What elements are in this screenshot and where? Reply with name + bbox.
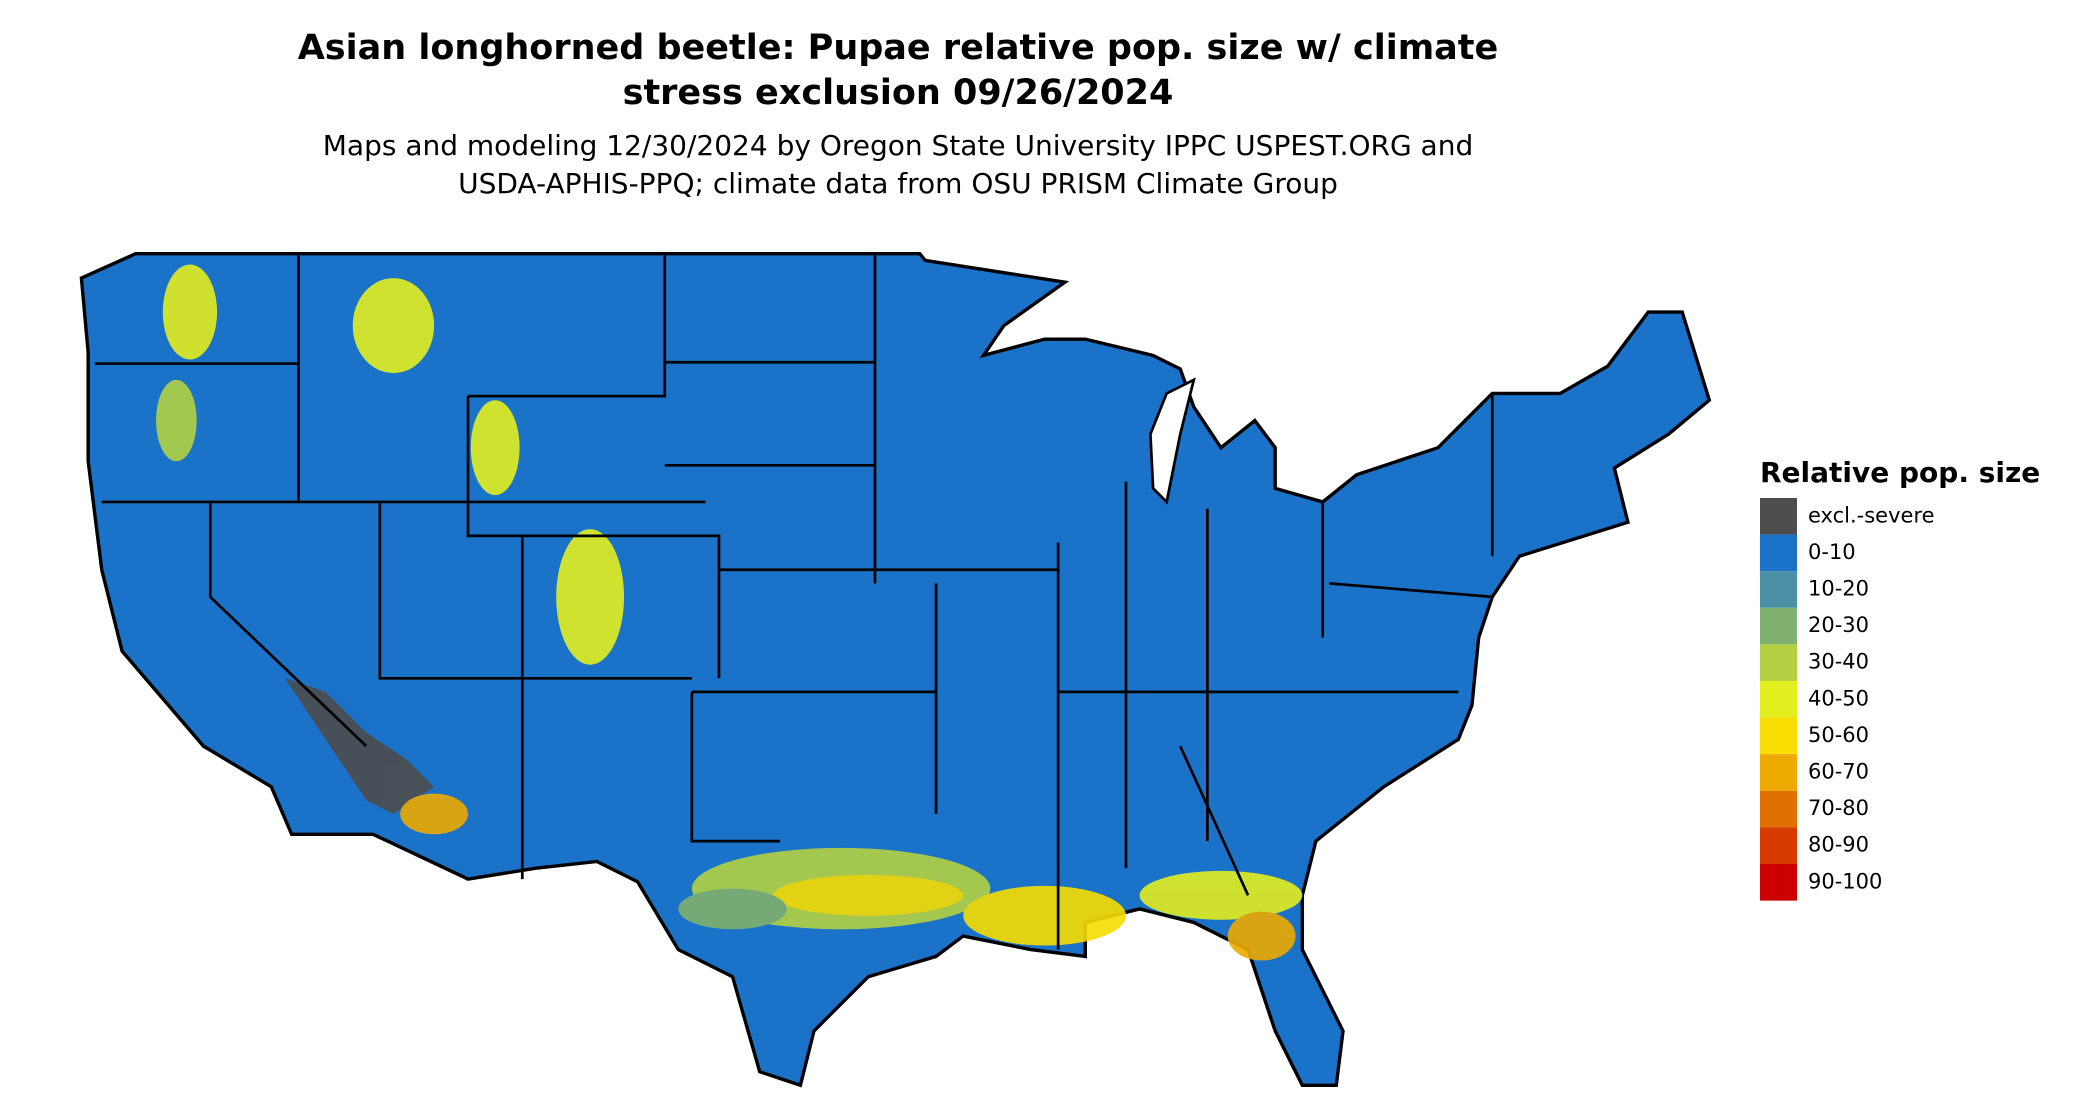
legend-label: excl.-severe [1808, 503, 1935, 527]
legend: excl.-severe 0-10 10-20 20-30 30-40 40-50 50-6… [1760, 498, 1935, 901]
state-borders [94, 253, 1494, 950]
legend-swatch [1760, 717, 1797, 755]
legend-swatch [1760, 498, 1797, 535]
legend-swatch [1760, 754, 1797, 791]
lake-michigan [1149, 377, 1196, 505]
subtitle: Maps and modeling 12/30/2024 by Oregon S… [323, 129, 1474, 162]
legend-swatch [1760, 827, 1797, 864]
legend-label: 40-50 [1808, 686, 1869, 710]
map [79, 251, 1712, 1088]
legend-label: 70-80 [1808, 796, 1869, 820]
legend-swatch [1760, 534, 1797, 572]
climate-zones [156, 264, 1303, 961]
legend-label: 80-90 [1808, 833, 1869, 857]
legend-label: 60-70 [1808, 760, 1869, 784]
legend-label: 30-40 [1808, 650, 1869, 674]
legend-label: 50-60 [1808, 723, 1869, 747]
legend-swatch [1760, 571, 1797, 608]
title: stress exclusion 09/26/2024 [623, 73, 1174, 113]
subtitle: USDA-APHIS-PPQ; climate data from OSU PR… [458, 167, 1338, 200]
legend-label: 10-20 [1808, 577, 1869, 601]
us-outline [79, 251, 1712, 1088]
legend-swatch [1760, 790, 1797, 828]
legend-label: 20-30 [1808, 613, 1869, 637]
legend-label: 90-100 [1808, 869, 1882, 893]
title: Asian longhorned beetle: Pupae relative … [298, 28, 1499, 68]
legend-swatch [1760, 681, 1797, 718]
legend-title: Relative pop. size [1760, 456, 2040, 489]
legend-swatch [1760, 864, 1797, 901]
legend-swatch [1760, 607, 1797, 645]
legend-swatch [1760, 644, 1797, 681]
legend-label: 0-10 [1808, 540, 1856, 564]
